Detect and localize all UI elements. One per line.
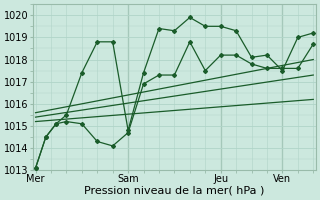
X-axis label: Pression niveau de la mer( hPa ): Pression niveau de la mer( hPa ) [84,186,265,196]
